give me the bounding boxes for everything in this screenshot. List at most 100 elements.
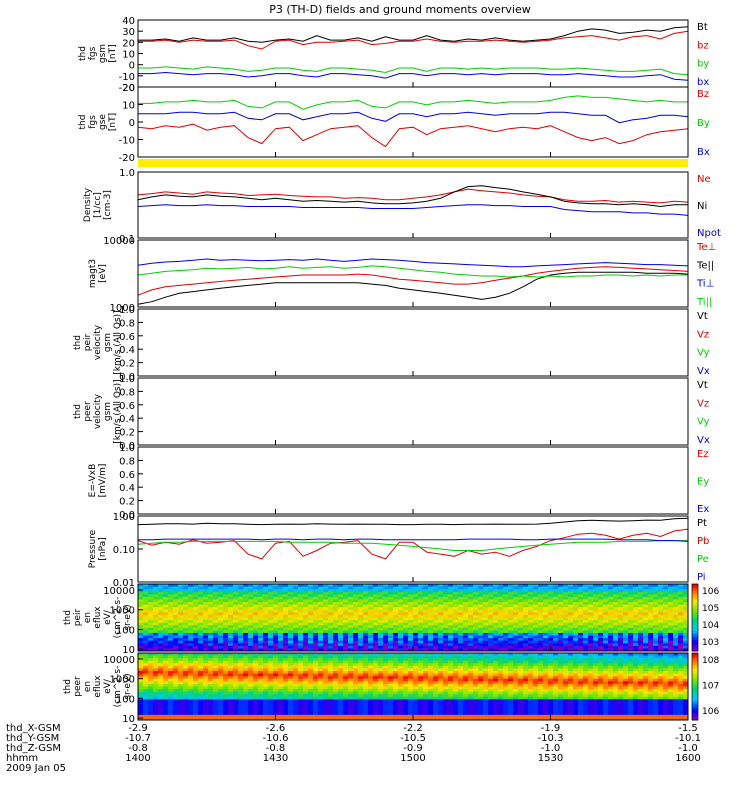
spectrogram-cell: [598, 587, 603, 590]
spectrogram-cell: [483, 674, 488, 677]
spectrogram-cell: [168, 715, 173, 718]
spectrogram-cell: [198, 668, 203, 671]
spectrogram-cell: [278, 674, 283, 677]
spectrogram-cell: [188, 612, 193, 615]
spectrogram-cell: [393, 630, 398, 633]
spectrogram-cell: [328, 707, 333, 710]
spectrogram-cell: [318, 715, 323, 718]
spectrogram-cell: [503, 612, 508, 615]
spectrogram-cell: [428, 636, 433, 639]
spectrogram-cell: [138, 702, 143, 705]
spectrogram-cell: [643, 630, 648, 633]
spectrogram-cell: [348, 605, 353, 608]
spectrogram-cell: [253, 687, 258, 690]
spectrogram-cell: [678, 615, 683, 618]
spectrogram-cell: [493, 705, 498, 708]
spectrogram-cell: [258, 666, 263, 669]
spectrogram-cell: [283, 697, 288, 700]
spectrogram-cell: [603, 636, 608, 639]
spectrogram-cell: [263, 656, 268, 659]
spectrogram-cell: [518, 638, 523, 641]
spectrogram-cell: [203, 663, 208, 666]
spectrogram-cell: [483, 602, 488, 605]
spectrogram-cell: [228, 699, 233, 702]
spectrogram-cell: [408, 674, 413, 677]
spectrogram-cell: [278, 599, 283, 602]
spectrogram-cell: [548, 638, 553, 641]
spectrogram-cell: [183, 702, 188, 705]
legend-label: Bz: [697, 89, 709, 100]
spectrogram-cell: [453, 630, 458, 633]
spectrogram-cell: [428, 605, 433, 608]
spectrogram-cell: [418, 671, 423, 674]
spectrogram-cell: [203, 589, 208, 592]
spectrogram-cell: [578, 643, 583, 646]
spectrogram-cell: [288, 641, 293, 644]
spectrogram-cell: [178, 707, 183, 710]
spectrogram-cell: [368, 658, 373, 661]
spectrogram-cell: [193, 628, 198, 631]
spectrogram-cell: [428, 676, 433, 679]
spectrogram-cell: [318, 687, 323, 690]
spectrogram-cell: [448, 605, 453, 608]
spectrogram-cell: [158, 643, 163, 646]
spectrogram-cell: [418, 679, 423, 682]
spectrogram-cell: [433, 618, 438, 621]
spectrogram-cell: [303, 599, 308, 602]
spectrogram-cell: [368, 679, 373, 682]
spectrogram-cell: [163, 679, 168, 682]
spectrogram-cell: [443, 625, 448, 628]
spectrogram-cell: [673, 607, 678, 610]
spectrogram-cell: [198, 661, 203, 664]
spectrogram-cell: [533, 628, 538, 631]
spectrogram-cell: [383, 636, 388, 639]
spectrogram-cell: [378, 602, 383, 605]
spectrogram-cell: [553, 625, 558, 628]
spectrogram-cell: [268, 687, 273, 690]
spectrogram-cell: [548, 589, 553, 592]
spectrogram-cell: [638, 594, 643, 597]
spectrogram-cell: [378, 587, 383, 590]
spectrogram-cell: [188, 666, 193, 669]
spectrogram-cell: [488, 587, 493, 590]
spectrogram-cell: [468, 705, 473, 708]
spectrogram-cell: [363, 702, 368, 705]
spectrogram-cell: [358, 641, 363, 644]
spectrogram-cell: [453, 702, 458, 705]
y-tick-label: 1.0: [119, 168, 135, 179]
spectrogram-cell: [453, 628, 458, 631]
spectrogram-cell: [618, 620, 623, 623]
spectrogram-cell: [398, 666, 403, 669]
spectrogram-cell: [163, 612, 168, 615]
spectrogram-cell: [208, 697, 213, 700]
spectrogram-cell: [263, 679, 268, 682]
spectrogram-cell: [358, 633, 363, 636]
spectrogram-cell: [413, 671, 418, 674]
spectrogram-cell: [218, 618, 223, 621]
spectrogram-cell: [153, 681, 158, 684]
spectrogram-cell: [583, 623, 588, 626]
spectrogram-cell: [178, 710, 183, 713]
spectrogram-cell: [498, 610, 503, 613]
spectrogram-cell: [523, 646, 528, 649]
spectrogram-cell: [348, 615, 353, 618]
spectrogram-cell: [478, 630, 483, 633]
spectrogram-cell: [223, 594, 228, 597]
spectrogram-cell: [353, 712, 358, 715]
spectrogram-cell: [483, 668, 488, 671]
spectrogram-cell: [163, 633, 168, 636]
spectrogram-cell: [288, 599, 293, 602]
spectrogram-cell: [218, 589, 223, 592]
spectrogram-cell: [643, 628, 648, 631]
spectrogram-cell: [218, 620, 223, 623]
spectrogram-cell: [293, 671, 298, 674]
spectrogram-cell: [448, 661, 453, 664]
spectrogram-cell: [253, 643, 258, 646]
spectrogram-cell: [573, 589, 578, 592]
spectrogram-cell: [168, 589, 173, 592]
spectrogram-cell: [213, 710, 218, 713]
spectrogram-cell: [143, 681, 148, 684]
spectrogram-cell: [338, 697, 343, 700]
